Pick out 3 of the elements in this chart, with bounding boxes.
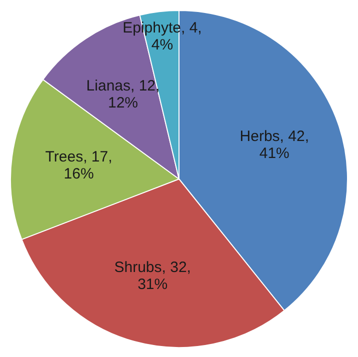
slice-label: Shrubs, 32, 31% [114,259,191,294]
slice-label: Herbs, 42, 41% [240,128,309,162]
slice-label: Trees, 17, 16% [45,148,112,182]
